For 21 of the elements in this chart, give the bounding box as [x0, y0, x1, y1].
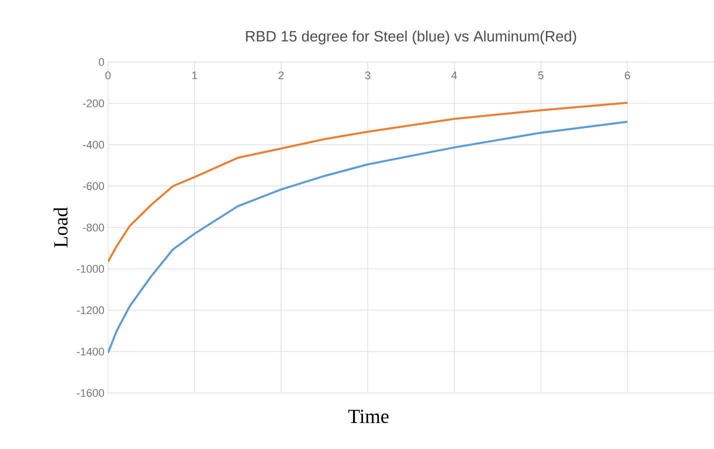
y-tick-label: -600: [83, 182, 104, 190]
y-tick-label: -1200: [76, 306, 104, 314]
x-tick-label: 3: [365, 72, 370, 80]
x-axis-title: Time: [348, 410, 389, 424]
y-tick-label: -1600: [76, 389, 104, 397]
chart-title: RBD 15 degree for Steel (blue) vs Aluminum(Red): [246, 30, 576, 44]
x-tick-label: 1: [192, 72, 198, 80]
x-tick-label: 5: [538, 72, 544, 80]
x-tick-label: 2: [278, 72, 284, 80]
y-tick-label: 0: [98, 58, 104, 66]
y-tick-label: -800: [83, 224, 104, 232]
x-tick-label: 0: [105, 72, 111, 80]
line-series: [108, 120, 628, 354]
y-tick-label: -1000: [76, 265, 104, 273]
y-tick-label: -1400: [76, 348, 104, 356]
x-tick-label: 6: [624, 72, 630, 80]
y-axis-title: Load: [54, 207, 68, 248]
y-tick-label: -400: [83, 140, 104, 149]
line-series: [108, 102, 628, 263]
x-tick-label: 4: [451, 72, 458, 80]
y-tick-label: -200: [83, 100, 104, 108]
